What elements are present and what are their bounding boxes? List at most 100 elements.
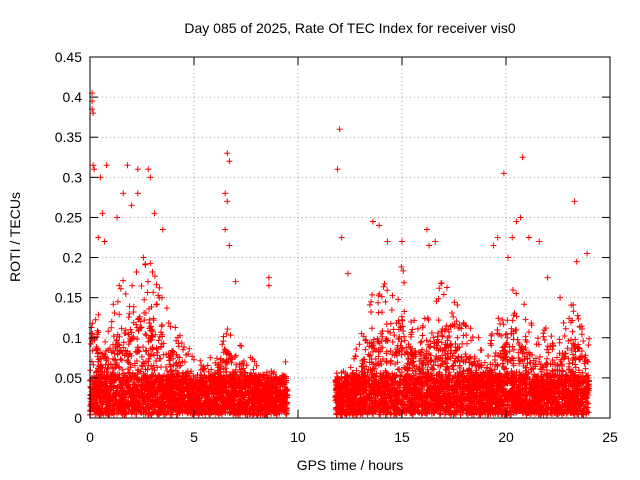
data-point (147, 323, 154, 330)
data-point (509, 317, 516, 324)
data-point (117, 356, 124, 363)
data-point (88, 341, 95, 348)
data-point (534, 335, 541, 342)
data-point (141, 317, 148, 324)
data-point (142, 260, 149, 267)
data-point (126, 303, 133, 310)
data-point (156, 284, 163, 291)
data-point (158, 340, 165, 347)
data-point (116, 311, 123, 318)
data-point (204, 362, 211, 369)
data-point (219, 341, 226, 348)
data-point (103, 347, 110, 354)
data-point (165, 320, 172, 327)
data-point (197, 357, 204, 364)
data-point (395, 296, 402, 303)
data-point (180, 346, 187, 353)
data-point (190, 356, 197, 363)
chart-title: Day 085 of 2025, Rate Of TEC Index for r… (184, 20, 515, 36)
data-points (87, 90, 593, 418)
data-point (158, 363, 165, 370)
data-point (380, 283, 387, 290)
data-point (103, 357, 110, 364)
data-point (270, 369, 277, 376)
data-point (375, 299, 382, 306)
data-point (238, 342, 245, 349)
data-point (224, 326, 231, 333)
data-point (163, 305, 170, 312)
grid-lines (90, 57, 610, 418)
data-point (569, 328, 576, 335)
data-point (146, 316, 153, 323)
data-point (220, 349, 227, 356)
data-point (134, 336, 141, 343)
data-point (121, 330, 128, 337)
data-point (140, 344, 147, 351)
data-point (574, 312, 581, 319)
data-point (129, 282, 136, 289)
data-point (175, 343, 182, 350)
data-point (428, 330, 435, 337)
data-point (111, 309, 118, 316)
data-point (451, 299, 458, 306)
data-point (575, 315, 582, 322)
data-point (142, 331, 149, 338)
data-point (148, 363, 155, 370)
data-point (90, 361, 97, 368)
data-point (151, 273, 158, 280)
data-point (585, 341, 592, 348)
data-point (382, 298, 389, 305)
data-point (140, 359, 147, 366)
data-point (110, 333, 117, 340)
data-point (570, 308, 577, 315)
data-point (118, 357, 125, 364)
data-point (138, 353, 145, 360)
data-point (114, 298, 121, 305)
data-point (231, 354, 238, 361)
data-point (232, 352, 239, 359)
data-point (122, 290, 129, 297)
data-point (212, 359, 219, 366)
data-point (159, 322, 166, 329)
data-point (147, 260, 154, 267)
data-point (88, 324, 95, 331)
data-point (172, 324, 179, 331)
data-point (409, 326, 416, 333)
data-point (110, 301, 117, 308)
data-point (216, 402, 223, 409)
data-point (140, 254, 147, 261)
data-point (133, 269, 140, 276)
data-point (102, 338, 109, 345)
data-point (238, 366, 245, 373)
data-point (220, 333, 227, 340)
data-point (227, 332, 234, 339)
data-point (120, 339, 127, 346)
data-point (181, 343, 188, 350)
data-point (126, 310, 133, 317)
data-point (142, 348, 149, 355)
data-point (347, 364, 354, 371)
data-point (228, 359, 235, 366)
data-point (155, 337, 162, 344)
data-point (105, 328, 112, 335)
data-point (118, 325, 125, 332)
data-point (448, 309, 455, 316)
data-point (125, 369, 132, 376)
data-point (362, 346, 369, 353)
data-point (504, 317, 511, 324)
data-point (207, 354, 214, 361)
data-point (475, 334, 482, 341)
data-point (578, 331, 585, 338)
data-point (419, 332, 426, 339)
data-point (149, 346, 156, 353)
data-point (154, 301, 161, 308)
data-point (130, 308, 137, 315)
data-point (565, 337, 572, 344)
data-point (156, 355, 163, 362)
data-point (145, 278, 152, 285)
data-point (237, 342, 244, 349)
data-point (454, 334, 461, 341)
data-point (396, 365, 403, 372)
data-point (92, 316, 99, 323)
